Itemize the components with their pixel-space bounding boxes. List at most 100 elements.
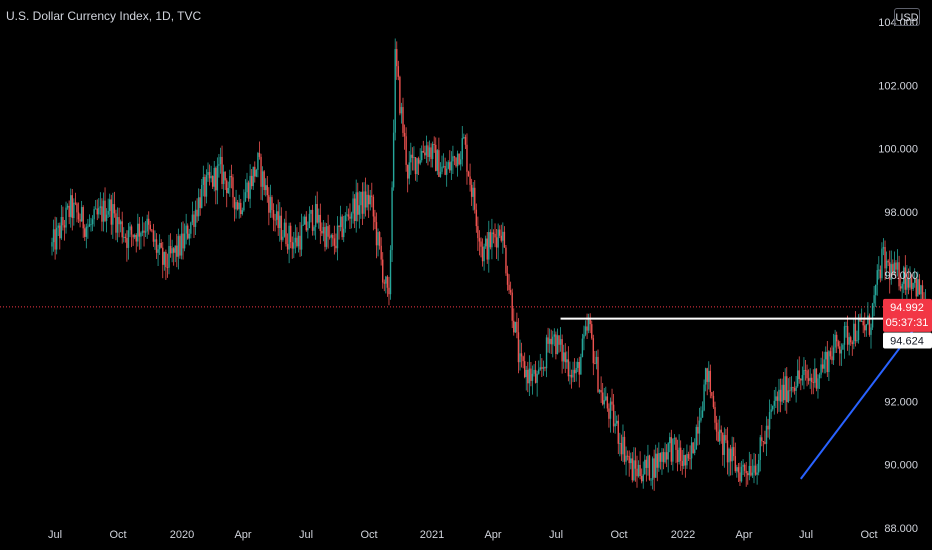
- candle-body: [665, 452, 668, 460]
- candle-body: [90, 224, 92, 226]
- x-tick-label: Apr: [234, 529, 251, 541]
- candle-body: [59, 225, 61, 239]
- candle-body: [221, 156, 223, 185]
- candle-body: [896, 262, 899, 270]
- candle-body: [93, 209, 95, 220]
- candle-body: [71, 195, 73, 219]
- candle-body: [644, 459, 646, 475]
- candle-body: [283, 222, 286, 237]
- candle-body: [846, 326, 849, 345]
- candle-body: [586, 326, 588, 331]
- candle-body: [748, 465, 751, 476]
- candle-body: [127, 230, 130, 248]
- candle-body: [154, 239, 156, 242]
- candle-body: [202, 176, 205, 185]
- candle-body: [920, 285, 922, 295]
- candle-body: [279, 215, 281, 228]
- price-axis[interactable]: 88.00090.00092.00094.00096.00098.000100.…: [878, 17, 918, 535]
- candle-body: [864, 325, 866, 331]
- candle-body: [547, 337, 549, 344]
- candle-body: [792, 387, 794, 388]
- candle-body: [502, 231, 504, 241]
- candle-body: [366, 194, 368, 208]
- candle-body: [683, 455, 685, 466]
- candle-body: [352, 198, 354, 214]
- candle-body: [94, 208, 97, 210]
- candle-body: [538, 369, 540, 374]
- candle-body: [825, 351, 827, 360]
- candle-body: [770, 409, 772, 413]
- time-axis[interactable]: Jul Oct 2020 Apr Jul Oct 2021 Apr Jul Oct 2022 Apr J…: [48, 529, 878, 541]
- x-tick-label: Apr: [735, 529, 752, 541]
- x-tick-label: 2022: [671, 529, 695, 541]
- candle-body: [400, 107, 403, 114]
- candle-body: [609, 401, 612, 419]
- candle-body: [226, 180, 228, 194]
- candle-body: [909, 278, 911, 288]
- candle-body: [118, 217, 120, 225]
- candle-body: [587, 319, 590, 331]
- candle-body: [275, 211, 278, 220]
- candle-body: [314, 204, 317, 228]
- candle-body: [165, 251, 167, 268]
- candle-body: [756, 472, 758, 475]
- candle-body: [99, 206, 102, 208]
- candle-body: [177, 236, 180, 257]
- candle-body: [235, 202, 237, 210]
- candle-body: [218, 164, 220, 166]
- candle-body: [238, 202, 240, 210]
- candle-body: [215, 168, 217, 191]
- candle-body: [625, 455, 627, 462]
- candle-body: [812, 381, 814, 383]
- candle-body: [187, 225, 189, 239]
- candle-body: [413, 157, 415, 158]
- candle-body: [431, 143, 434, 159]
- candle-body: [605, 396, 607, 401]
- candle-body: [630, 458, 632, 464]
- candle-body: [105, 214, 108, 221]
- candle-body: [76, 203, 78, 213]
- candle-body: [414, 157, 417, 175]
- x-tick-label: Jul: [48, 529, 62, 541]
- candle-body: [701, 410, 704, 418]
- candle-body: [575, 367, 577, 374]
- candle-body: [700, 417, 702, 421]
- candle-body: [392, 132, 395, 188]
- candle-body: [779, 389, 782, 402]
- candle-body: [261, 171, 264, 187]
- candle-body: [442, 166, 445, 167]
- candle-body: [694, 449, 696, 454]
- candle-body: [753, 465, 755, 473]
- candle-body: [745, 470, 747, 474]
- candle-body: [339, 216, 342, 228]
- candle-body: [917, 279, 919, 297]
- candle-body: [901, 283, 903, 289]
- candle-body: [539, 367, 541, 370]
- candle-body: [893, 262, 896, 275]
- candle-body: [639, 464, 641, 477]
- candle-body: [268, 195, 270, 213]
- candle-body: [227, 187, 229, 194]
- candle-body: [449, 162, 451, 171]
- candle-body: [637, 464, 640, 477]
- candle-body: [715, 422, 718, 432]
- candle-body: [77, 212, 80, 220]
- candle-body: [460, 159, 462, 165]
- candle-body: [123, 236, 125, 238]
- candle-body: [556, 335, 559, 355]
- candle-body: [481, 246, 484, 262]
- candle-body: [191, 214, 194, 223]
- candle-body: [464, 137, 467, 145]
- candle-body: [843, 326, 846, 345]
- candle-body: [254, 166, 256, 177]
- candle-body: [801, 375, 804, 381]
- candle-body: [832, 347, 835, 361]
- candle-body: [232, 177, 234, 198]
- currency-button[interactable]: USD: [894, 8, 920, 26]
- candle-body: [152, 230, 155, 242]
- candle-body: [475, 209, 478, 227]
- candle-body: [765, 425, 768, 444]
- candle-body: [874, 284, 877, 296]
- candle-body: [299, 235, 301, 250]
